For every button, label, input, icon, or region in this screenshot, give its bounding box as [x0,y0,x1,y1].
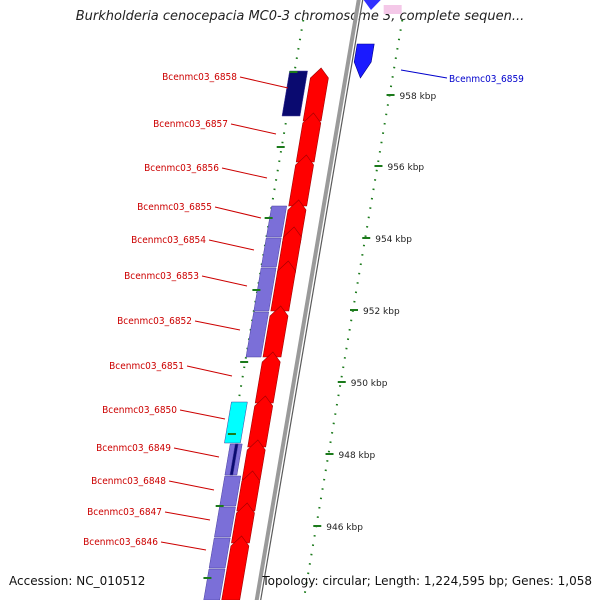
gene-leader-line [186,365,233,377]
gene-label-bcenmc03_6859[interactable]: Bcenmc03_6859 [449,74,524,85]
gene-leader-line [179,409,226,420]
feature-box-navy-6849[interactable] [229,443,239,476]
cds-arrow-forward-13[interactable] [221,535,250,600]
cds-arrow-reverse-6859[interactable] [353,43,375,79]
genome-backbone [254,0,361,600]
cds-arrow-reverse-top[interactable] [363,0,381,10]
cds-arrow-forward-3[interactable] [288,154,314,207]
cds-arrow-forward-6[interactable] [270,260,296,312]
scale-tick-label: 946 kbp [326,523,363,533]
feature-box-violet-6[interactable] [219,475,242,507]
feature-box-violet-8[interactable] [208,537,231,569]
feature-box-cyan-6850[interactable] [224,401,248,444]
gene-label-bcenmc03_6847[interactable]: Bcenmc03_6847 [87,507,162,518]
gene-leader-line [173,447,220,458]
gene-leader-line [400,69,448,79]
pink-feature [383,5,402,14]
feature-box-violet-2[interactable] [261,237,282,268]
scale-tick-label: 954 kbp [375,235,412,245]
gene-leader-line [239,76,289,89]
gene-label-bcenmc03_6846[interactable]: Bcenmc03_6846 [83,537,158,548]
gene-leader-line [208,239,255,251]
scale-tick-label: 958 kbp [400,92,437,102]
accession-text: Accession: NC_010512 [9,574,146,588]
cds-arrow-forward-7[interactable] [262,305,289,358]
gene-leader-line [164,511,211,521]
gene-label-bcenmc03_6850[interactable]: Bcenmc03_6850 [102,405,177,416]
scale-tick-label: 948 kbp [339,451,376,461]
gene-label-bcenmc03_6853[interactable]: Bcenmc03_6853 [124,271,199,282]
cds-arrow-forward-8[interactable] [254,351,281,404]
genome-summary-text: Topology: circular; Length: 1,224,595 bp… [262,574,592,588]
gene-leader-line [221,167,268,179]
gene-label-bcenmc03_6855[interactable]: Bcenmc03_6855 [137,202,212,213]
gene-leader-line [168,480,215,491]
gene-label-bcenmc03_6858[interactable]: Bcenmc03_6858 [162,72,237,83]
feature-box-violet-7[interactable] [214,506,236,538]
scale-tick-label: 950 kbp [351,379,388,389]
gene-label-bcenmc03_6856[interactable]: Bcenmc03_6856 [144,163,219,174]
gene-label-bcenmc03_6852[interactable]: Bcenmc03_6852 [117,316,192,327]
gene-leader-line [214,206,262,219]
gene-leader-line [230,123,277,135]
feature-box-violet-3[interactable] [253,267,277,312]
gene-leader-line [160,541,207,551]
gene-leader-line [201,275,248,287]
gene-label-bcenmc03_6857[interactable]: Bcenmc03_6857 [153,119,228,130]
feature-box-violet-9[interactable] [203,568,226,600]
scale-tick-label: 952 kbp [363,307,400,317]
gene-label-bcenmc03_6854[interactable]: Bcenmc03_6854 [131,235,206,246]
feature-box-navy-6858[interactable] [281,70,308,117]
gene-label-bcenmc03_6849[interactable]: Bcenmc03_6849 [96,443,171,454]
gene-label-bcenmc03_6848[interactable]: Bcenmc03_6848 [91,476,166,487]
genome-backbone-edge [260,0,364,600]
map-title: Burkholderia cenocepacia MC0-3 chromosom… [75,9,525,24]
scale-tick-label: 956 kbp [387,163,424,173]
cds-arrow-forward-2[interactable] [295,112,322,163]
cds-arrow-forward-9[interactable] [247,395,274,448]
gene-leader-line [194,320,241,331]
feature-box-violet-4[interactable] [245,311,269,358]
gene-label-bcenmc03_6851[interactable]: Bcenmc03_6851 [109,361,184,372]
feature-box-violet-1[interactable] [266,205,287,238]
